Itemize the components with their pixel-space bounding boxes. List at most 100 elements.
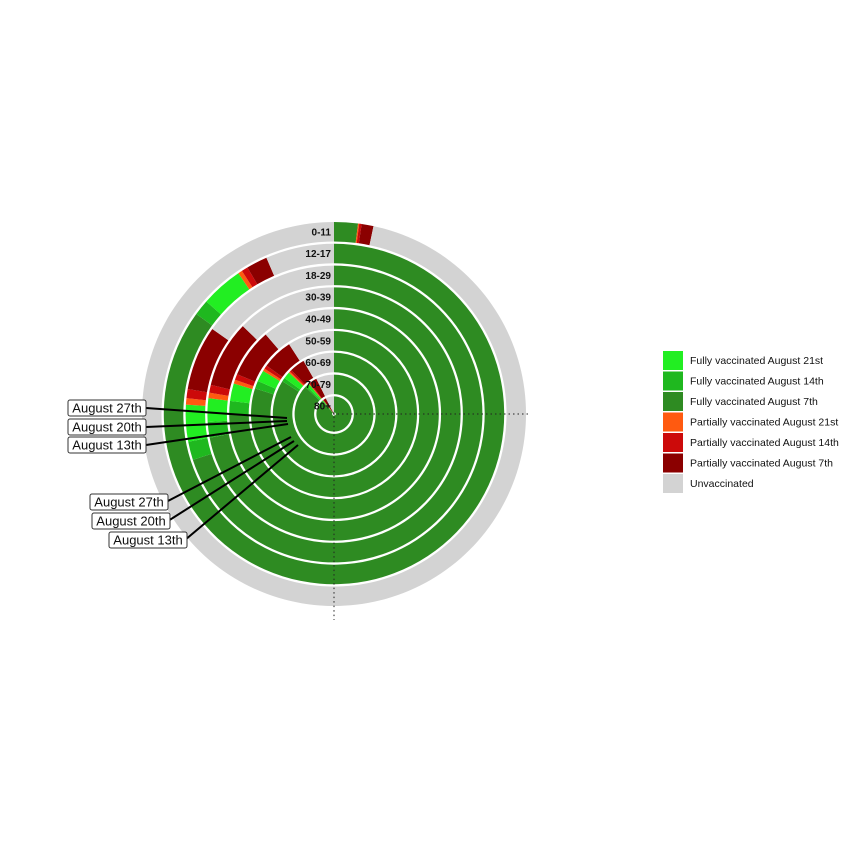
guide-lines: [332, 412, 528, 620]
ring-segment: [288, 371, 304, 386]
legend-swatch: [663, 371, 683, 391]
ring-segment: [241, 267, 258, 288]
legend-label: Fully vaccinated August 14th: [690, 376, 824, 388]
ring-segment: [309, 382, 322, 399]
ring-segment: [229, 400, 250, 414]
ring-segment: [196, 301, 221, 326]
callout-label: August 20th: [72, 420, 141, 435]
ring-segment: [289, 370, 305, 386]
legend-label: Partially vaccinated August 7th: [690, 458, 833, 470]
ring-label: 60-69: [305, 358, 331, 369]
ring-segment: [185, 398, 206, 406]
date-callouts: August 27th August 20th August 13th August …: [67, 399, 299, 549]
legend-label: Partially vaccinated August 21st: [690, 417, 838, 429]
ring-label: 50-59: [305, 336, 331, 347]
ring-segment: [323, 399, 336, 416]
ring-label: 40-49: [305, 314, 331, 325]
ring-label: 30-39: [305, 293, 331, 304]
callout-box: [67, 436, 147, 454]
ring-segment: [209, 384, 230, 396]
ring-segment: [316, 374, 334, 397]
ring-segment: [210, 326, 257, 390]
ring-segment: [306, 383, 322, 400]
callout-label: August 27th: [94, 495, 163, 510]
ring-bars: [141, 222, 526, 606]
callout-line: [145, 407, 288, 419]
ring-segment: [291, 360, 314, 385]
callout-box: [67, 418, 147, 436]
ring-segment: [233, 379, 254, 390]
ring-segment: [321, 400, 336, 416]
ring-segment: [257, 370, 280, 389]
callout-label: August 27th: [72, 401, 141, 416]
ring-segment: [323, 400, 336, 416]
ring-segment: [212, 265, 334, 341]
legend-swatch: [663, 453, 683, 473]
ring-segment: [272, 352, 396, 476]
legend-swatch: [663, 433, 683, 452]
ring-segment: [247, 257, 275, 285]
ring-segment: [325, 396, 335, 416]
ring-segment: [294, 374, 374, 454]
ring-segment: [208, 392, 229, 401]
ring-segment: [355, 223, 360, 243]
legend-swatch: [663, 474, 683, 493]
legend-label: Fully vaccinated August 21st: [690, 355, 823, 367]
ring-segment: [186, 388, 207, 401]
legend-label: Unvaccinated: [690, 478, 754, 490]
ring-segment: [187, 329, 229, 393]
callout-line: [165, 436, 292, 503]
ring-segment: [284, 372, 304, 390]
callout-box: [67, 399, 147, 417]
callout-box: [108, 531, 188, 549]
legend: Fully vaccinated August 21st Fully vaccin…: [663, 351, 839, 493]
callout-line: [167, 440, 295, 522]
ring-segment: [188, 438, 212, 460]
ring-segment: [308, 383, 322, 399]
ring-segment: [238, 270, 253, 290]
callout-label: August 20th: [96, 514, 165, 529]
ring-segment: [185, 404, 208, 442]
callout-label: August 13th: [72, 438, 141, 453]
legend-swatch: [663, 412, 683, 432]
callout-line: [145, 420, 288, 428]
ring-segment: [230, 383, 253, 404]
ring-segment: [266, 243, 334, 276]
ring-segment: [310, 378, 326, 399]
callout-line: [184, 444, 299, 541]
ring-segment: [265, 309, 334, 350]
ring-label: 0-11: [312, 227, 332, 238]
ring-segment: [264, 365, 283, 380]
ring-segment: [303, 352, 334, 378]
legend-swatch: [663, 351, 683, 370]
ring-segment: [263, 368, 281, 381]
ring-segment: [305, 385, 321, 401]
ring-label: 80+: [314, 402, 331, 413]
ring-segment: [322, 400, 336, 416]
legend-swatch: [663, 392, 683, 411]
ring-segment: [207, 398, 228, 422]
ring-segment: [255, 381, 276, 395]
ring-label: 70-79: [305, 380, 331, 391]
legend-label: Partially vaccinated August 14th: [690, 437, 839, 449]
callout-label: August 13th: [113, 533, 182, 548]
ring-labels: 0-11 12-17 18-29 30-39 40-49 50-59 60-69 70-79 8…: [305, 227, 331, 412]
ring-label: 12-17: [305, 249, 331, 260]
callout-box: [89, 493, 169, 511]
callout-box: [91, 512, 171, 530]
ring-segment: [266, 344, 300, 377]
ring-segment: [334, 222, 359, 243]
ring-segment: [323, 398, 336, 416]
ring-segment: [282, 378, 301, 392]
ring-segment: [242, 287, 334, 340]
callout-line: [145, 423, 289, 446]
legend-label: Fully vaccinated August 7th: [690, 396, 818, 408]
ring-segment: [356, 223, 362, 244]
ring-segment: [358, 224, 374, 246]
ring-segment: [206, 273, 250, 315]
ring-segment: [237, 334, 279, 382]
ring-segment: [289, 331, 334, 361]
ring-segment: [234, 374, 256, 387]
ring-label: 18-29: [305, 271, 331, 282]
